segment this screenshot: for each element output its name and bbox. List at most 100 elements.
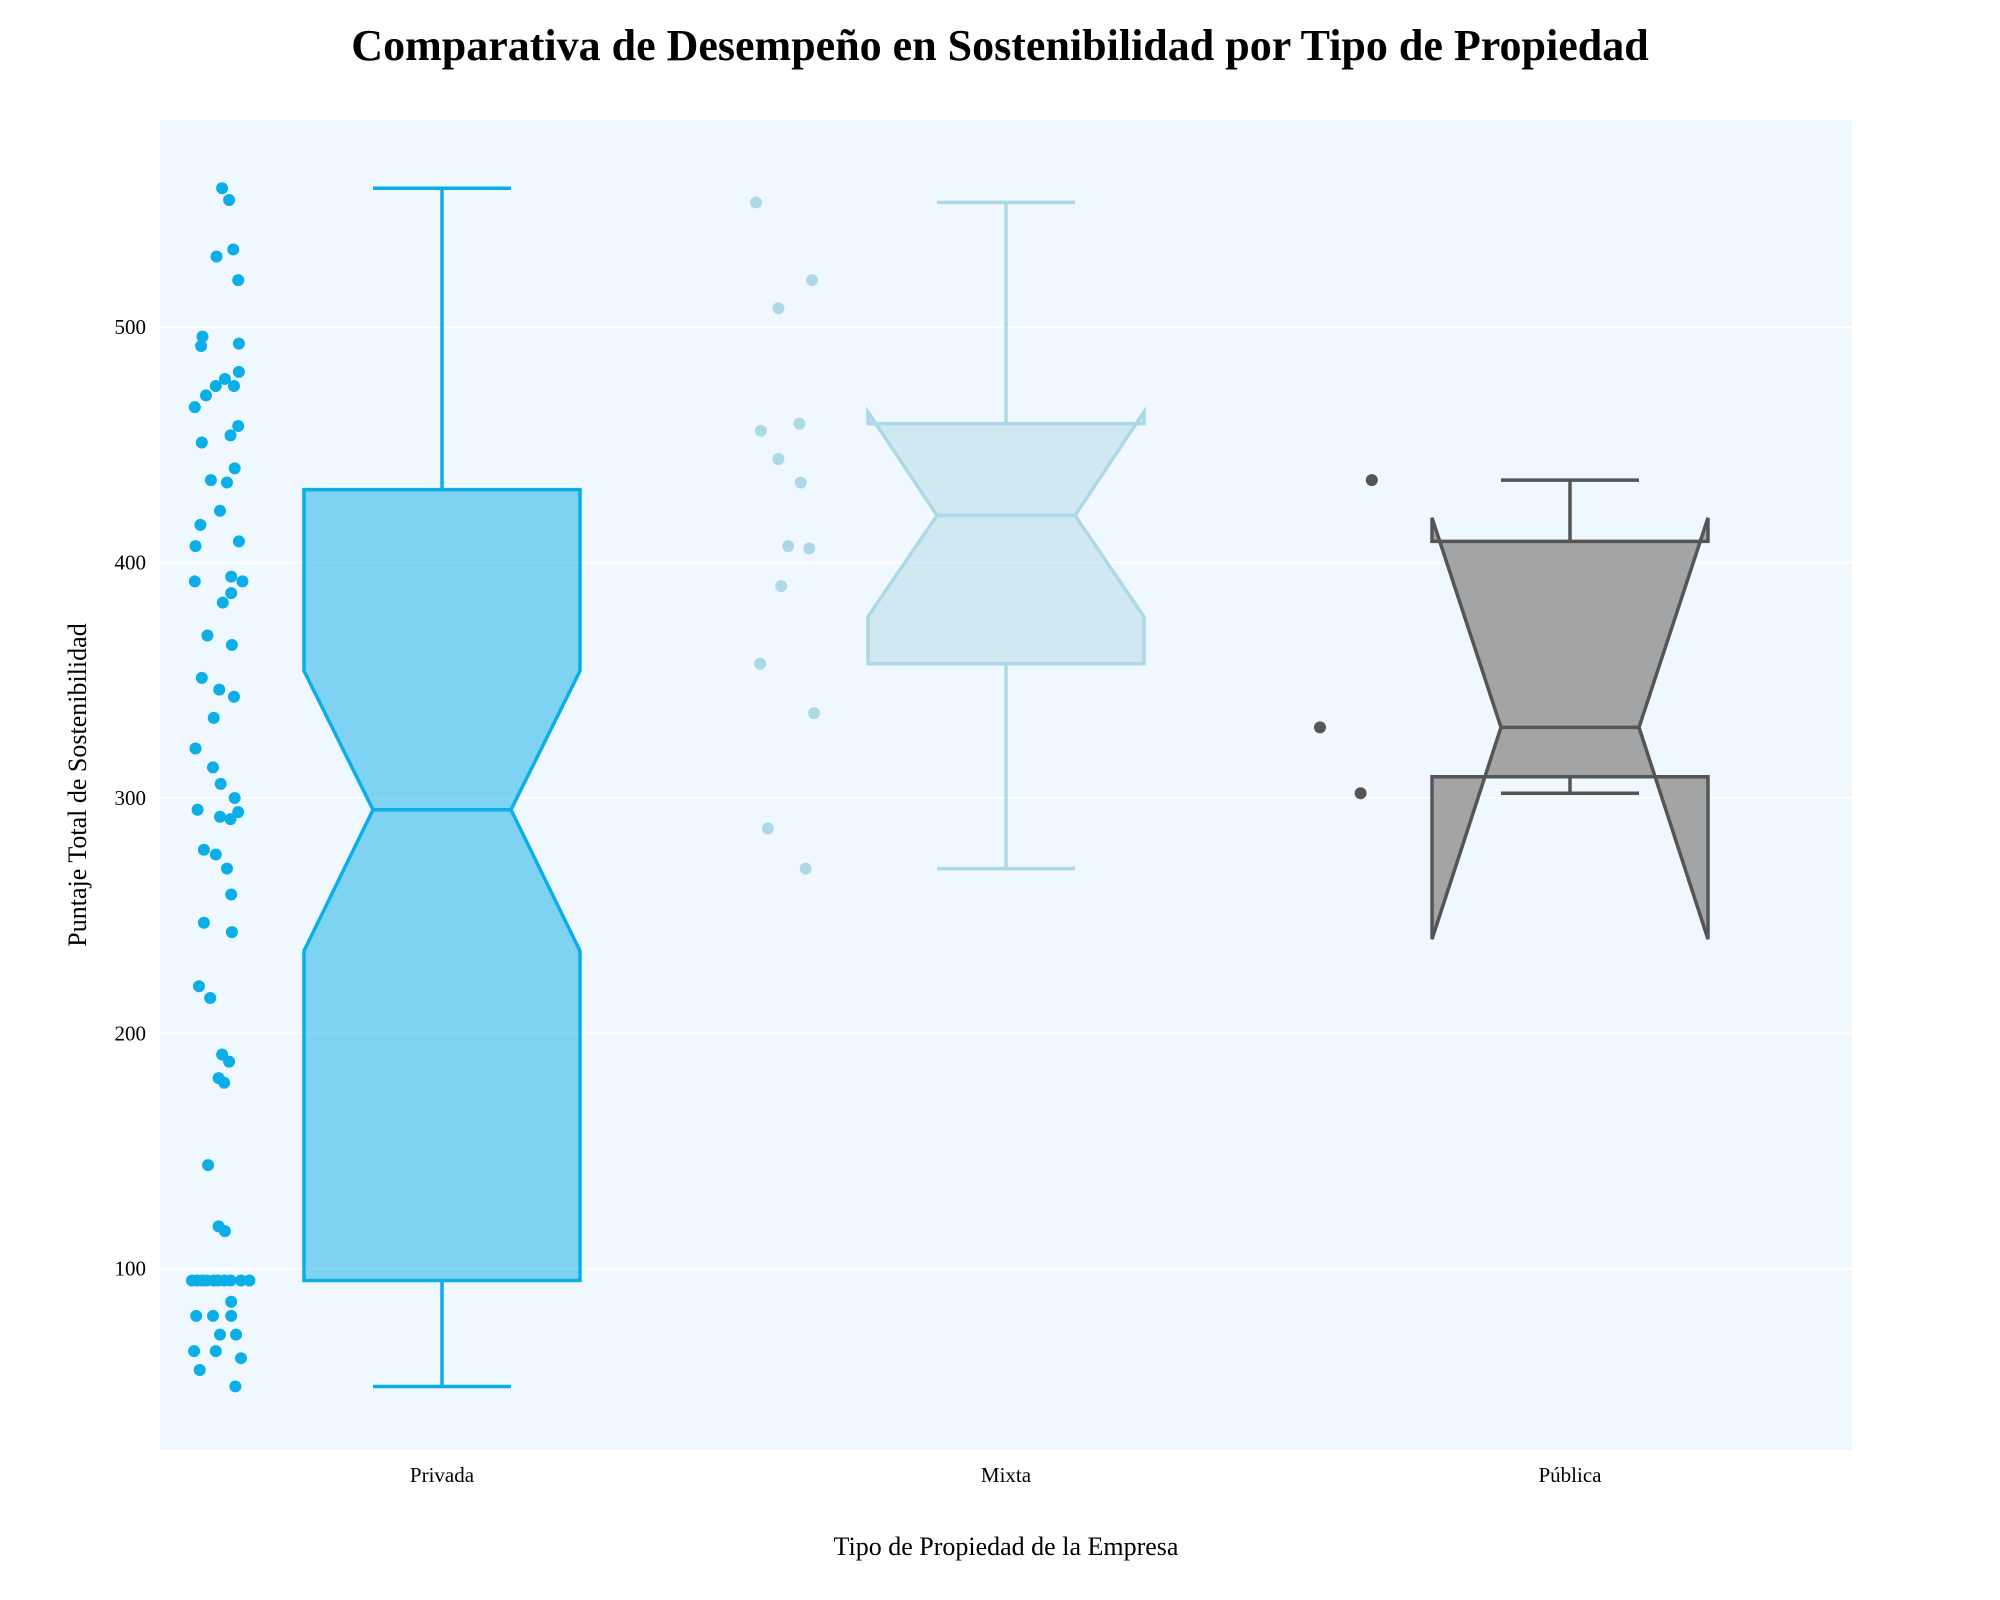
point-1-40 bbox=[191, 803, 204, 816]
point-1-24 bbox=[189, 540, 202, 553]
box-3 bbox=[1430, 478, 1710, 940]
point-1-38 bbox=[214, 777, 227, 790]
point-2-10 bbox=[775, 580, 788, 593]
point-2-12 bbox=[808, 707, 821, 720]
point-1-5 bbox=[232, 274, 245, 287]
point-1-44 bbox=[197, 843, 210, 856]
point-1-58 bbox=[218, 1225, 231, 1238]
point-1-36 bbox=[189, 742, 202, 755]
point-1-47 bbox=[225, 888, 238, 901]
point-3-2 bbox=[1314, 721, 1326, 734]
chart-title: Comparativa de Desempeño en Sostenibilid… bbox=[351, 21, 1648, 70]
point-2-8 bbox=[782, 540, 795, 553]
data-points bbox=[186, 182, 1378, 1393]
point-1-37 bbox=[207, 761, 219, 774]
point-1-10 bbox=[218, 372, 231, 385]
point-1-72 bbox=[225, 1309, 238, 1322]
point-1-78 bbox=[193, 1363, 206, 1376]
point-1-4 bbox=[210, 250, 223, 263]
point-1-42 bbox=[214, 810, 226, 823]
point-1-12 bbox=[228, 380, 240, 392]
y-tick-label-500: 500 bbox=[115, 315, 147, 339]
notched-box-1 bbox=[302, 487, 582, 1283]
point-1-21 bbox=[214, 504, 226, 517]
point-2-11 bbox=[754, 657, 767, 670]
point-1-6 bbox=[196, 330, 209, 343]
point-1-48 bbox=[197, 916, 210, 929]
point-1-39 bbox=[228, 791, 241, 804]
point-1-74 bbox=[230, 1328, 243, 1341]
point-1-14 bbox=[188, 401, 201, 414]
point-1-79 bbox=[229, 1380, 242, 1393]
point-1-33 bbox=[213, 683, 226, 696]
point-1-7 bbox=[232, 337, 245, 350]
point-1-11 bbox=[209, 380, 222, 392]
point-1-28 bbox=[225, 587, 238, 600]
y-tick-label-200: 200 bbox=[115, 1021, 147, 1045]
point-1-29 bbox=[216, 596, 229, 609]
point-1-66 bbox=[224, 1274, 237, 1287]
point-1-23 bbox=[232, 535, 245, 548]
point-2-1 bbox=[750, 196, 762, 209]
point-1-20 bbox=[221, 476, 233, 489]
point-2-9 bbox=[803, 542, 816, 555]
point-1-73 bbox=[214, 1328, 226, 1341]
point-3-1 bbox=[1365, 474, 1378, 487]
box-2 bbox=[866, 200, 1146, 871]
point-1-41 bbox=[232, 806, 245, 819]
point-1-27 bbox=[188, 575, 201, 588]
x-tick-label-1: Privada bbox=[410, 1463, 475, 1487]
point-1-70 bbox=[190, 1309, 203, 1322]
point-1-32 bbox=[195, 671, 208, 684]
box-1 bbox=[302, 186, 582, 1389]
point-1-16 bbox=[224, 429, 237, 442]
point-1-18 bbox=[228, 462, 241, 475]
point-1-51 bbox=[204, 992, 217, 1005]
point-2-3 bbox=[772, 302, 785, 315]
y-axis-ticks: 100 200 300 400 500 bbox=[115, 315, 147, 1281]
point-1-56 bbox=[202, 1159, 215, 1172]
box-series bbox=[302, 186, 1710, 1389]
point-1-68 bbox=[243, 1274, 256, 1287]
point-1-26 bbox=[236, 575, 249, 588]
point-1-77 bbox=[235, 1352, 247, 1365]
point-1-53 bbox=[223, 1055, 236, 1068]
point-2-7 bbox=[794, 476, 807, 489]
point-1-35 bbox=[207, 711, 220, 724]
point-2-14 bbox=[799, 862, 812, 875]
y-tick-label-400: 400 bbox=[115, 551, 147, 575]
point-2-4 bbox=[793, 417, 806, 430]
point-1-49 bbox=[225, 926, 238, 939]
point-1-17 bbox=[195, 436, 208, 449]
point-1-76 bbox=[209, 1345, 222, 1358]
point-1-22 bbox=[194, 518, 207, 531]
point-1-8 bbox=[195, 339, 208, 352]
point-1-71 bbox=[207, 1309, 219, 1322]
point-1-15 bbox=[232, 420, 245, 433]
point-1-19 bbox=[204, 474, 217, 487]
point-1-69 bbox=[225, 1295, 238, 1308]
point-1-31 bbox=[225, 638, 238, 651]
y-tick-label-100: 100 bbox=[115, 1257, 147, 1281]
point-1-3 bbox=[227, 243, 240, 256]
x-tick-label-2: Mixta bbox=[981, 1463, 1032, 1487]
y-tick-label-300: 300 bbox=[115, 786, 147, 810]
point-3-3 bbox=[1354, 787, 1367, 800]
point-1-30 bbox=[201, 629, 214, 642]
x-axis-ticks: Privada Mixta Pública bbox=[410, 1463, 1602, 1487]
point-1-9 bbox=[232, 365, 245, 378]
point-1-34 bbox=[228, 690, 240, 703]
x-axis-title: Tipo de Propiedad de la Empresa bbox=[834, 1532, 1179, 1561]
point-1-67 bbox=[235, 1274, 247, 1287]
x-tick-label-3: Pública bbox=[1539, 1463, 1603, 1487]
point-2-6 bbox=[772, 452, 785, 465]
point-1-43 bbox=[224, 813, 237, 826]
point-1-25 bbox=[225, 570, 238, 583]
point-1-50 bbox=[193, 980, 205, 993]
point-1-1 bbox=[216, 182, 229, 195]
point-2-2 bbox=[806, 274, 818, 287]
point-2-5 bbox=[754, 424, 767, 437]
point-1-45 bbox=[209, 848, 222, 861]
point-1-2 bbox=[223, 194, 236, 207]
